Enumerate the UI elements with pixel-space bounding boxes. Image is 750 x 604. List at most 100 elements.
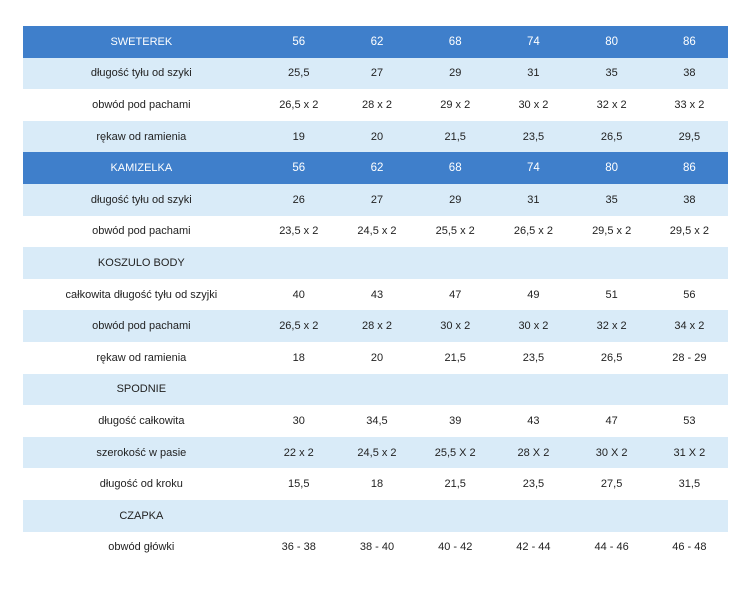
measurement-cell: [259, 247, 338, 279]
measurement-cell: 21,5: [416, 341, 495, 374]
table-row: obwód pod pachami 23,5 x 2 24,5 x 2 25,5 x …: [23, 215, 728, 248]
measurement-cell: 25,5 x 2: [416, 215, 495, 248]
measurement-cell: [416, 373, 495, 406]
measurement-cell: 26,5 x 2: [259, 89, 338, 121]
measurement-cell: 34 x 2: [650, 310, 728, 342]
table-row: obwód pod pachami 26,5 x 2 28 x 2 30 x 2 30 …: [23, 310, 728, 342]
measurement-cell: 53: [650, 405, 728, 437]
measurement-cell: 24,5 x 2: [337, 215, 417, 248]
table-row: obwód pod pachami 26,5 x 2 28 x 2 29 x 2 30 …: [23, 89, 728, 121]
table-row: całkowita długość tyłu od szyjki 40 43 47 49…: [23, 278, 728, 311]
measurement-cell: 26,5 x 2: [259, 310, 338, 342]
measurement-cell: 21,5: [416, 468, 495, 500]
measurement-cell: 30 x 2: [416, 310, 495, 342]
measurement-cell: 29: [416, 183, 495, 216]
measurement-cell: 26: [259, 183, 338, 216]
measurement-cell: 19: [259, 120, 338, 153]
measurement-cell: 25,5 X 2: [416, 436, 495, 469]
row-label-cell: długość tyłu od szyki: [23, 57, 260, 90]
row-label-cell: obwód pod pachami: [23, 310, 260, 342]
size-header-cell: 80: [572, 152, 651, 184]
measurement-cell: 38 - 40: [337, 531, 417, 564]
measurement-cell: 31,5: [650, 468, 728, 500]
measurement-cell: [337, 373, 417, 406]
measurement-cell: 15,5: [259, 468, 338, 500]
table-row: KOSZULO BODY: [23, 247, 728, 279]
measurement-cell: [337, 247, 417, 279]
measurement-cell: 34,5: [337, 405, 417, 437]
table-row: długość całkowita 30 34,5 39 43 47 53: [23, 405, 728, 437]
measurement-cell: 47: [572, 405, 651, 437]
measurement-cell: 27,5: [572, 468, 651, 500]
measurement-cell: 51: [572, 278, 651, 311]
measurement-cell: [337, 499, 417, 532]
measurement-cell: 22 x 2: [259, 436, 338, 469]
measurement-cell: 43: [494, 405, 573, 437]
table-section-header-row: SWETEREK 56 62 68 74 80 86: [23, 26, 728, 58]
measurement-cell: 27: [337, 57, 417, 90]
measurement-cell: [494, 373, 573, 406]
measurement-cell: 33 x 2: [650, 89, 728, 121]
measurement-cell: 35: [572, 57, 651, 90]
measurement-cell: 18: [259, 341, 338, 374]
row-label-cell: CZAPKA: [23, 499, 260, 532]
size-header-cell: 68: [416, 152, 495, 184]
measurement-cell: 18: [337, 468, 417, 500]
table-row: rękaw od ramienia 18 20 21,5 23,5 26,5 28 - 29: [23, 341, 728, 374]
row-label-cell: szerokość w pasie: [23, 436, 260, 469]
table-row: rękaw od ramienia 19 20 21,5 23,5 26,5 29,5: [23, 120, 728, 153]
size-header-cell: 86: [650, 152, 728, 184]
table-row: długość tyłu od szyki 25,5 27 29 31 35 38: [23, 57, 728, 90]
measurement-cell: 29,5: [650, 120, 728, 153]
measurement-cell: 43: [337, 278, 417, 311]
size-header-cell: 74: [494, 26, 573, 58]
measurement-cell: [572, 373, 651, 406]
size-header-cell: 62: [337, 26, 417, 58]
table-row: długość od kroku 15,5 18 21,5 23,5 27,5 31,5: [23, 468, 728, 500]
table-row: SPODNIE: [23, 373, 728, 406]
measurement-cell: 28 x 2: [337, 310, 417, 342]
measurement-cell: 56: [650, 278, 728, 311]
measurement-cell: 20: [337, 341, 417, 374]
measurement-cell: [650, 247, 728, 279]
measurement-cell: [572, 499, 651, 532]
measurement-cell: [494, 499, 573, 532]
measurement-cell: 29,5 x 2: [572, 215, 651, 248]
measurement-cell: 36 - 38: [259, 531, 338, 564]
size-header-cell: 62: [337, 152, 417, 184]
measurement-cell: [650, 499, 728, 532]
size-header-cell: 86: [650, 26, 728, 58]
table-section-header-row: KAMIZELKA 56 62 68 74 80 86: [23, 152, 728, 184]
measurement-cell: 38: [650, 183, 728, 216]
row-label-cell: całkowita długość tyłu od szyjki: [23, 278, 260, 311]
measurement-cell: 31: [494, 183, 573, 216]
measurement-cell: 29: [416, 57, 495, 90]
measurement-cell: 31: [494, 57, 573, 90]
measurement-cell: 26,5: [572, 341, 651, 374]
measurement-cell: 28 x 2: [337, 89, 417, 121]
section-title-cell: SWETEREK: [23, 26, 260, 58]
row-label-cell: rękaw od ramienia: [23, 341, 260, 374]
measurement-cell: 20: [337, 120, 417, 153]
measurement-cell: 21,5: [416, 120, 495, 153]
measurement-cell: 42 - 44: [494, 531, 573, 564]
measurement-cell: 40 - 42: [416, 531, 495, 564]
measurement-cell: 30: [259, 405, 338, 437]
measurement-cell: 29 x 2: [416, 89, 495, 121]
row-label-cell: długość tyłu od szyki: [23, 183, 260, 216]
row-label-cell: SPODNIE: [23, 373, 260, 406]
measurement-cell: [572, 247, 651, 279]
row-label-cell: obwód pod pachami: [23, 215, 260, 248]
measurement-cell: [650, 373, 728, 406]
table-row: obwód główki 36 - 38 38 - 40 40 - 42 42 - 44…: [23, 531, 728, 564]
measurement-cell: [259, 499, 338, 532]
row-label-cell: KOSZULO BODY: [23, 247, 260, 279]
size-header-cell: 56: [259, 26, 338, 58]
measurement-cell: 39: [416, 405, 495, 437]
section-title-cell: KAMIZELKA: [23, 152, 260, 184]
measurement-cell: 30 x 2: [494, 310, 573, 342]
measurement-cell: 29,5 x 2: [650, 215, 728, 248]
measurement-cell: 40: [259, 278, 338, 311]
size-chart-table: SWETEREK 56 62 68 74 80 86 długość tyłu od szyk…: [23, 26, 728, 564]
